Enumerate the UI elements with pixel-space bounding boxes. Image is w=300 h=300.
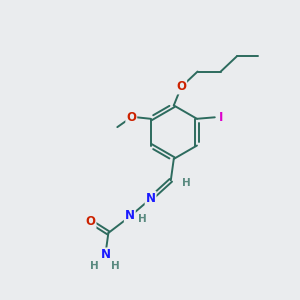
Text: N: N (146, 192, 156, 205)
Text: O: O (85, 215, 96, 228)
Text: H: H (182, 178, 190, 188)
Text: H: H (111, 261, 119, 271)
Text: I: I (219, 111, 224, 124)
Text: N: N (100, 248, 110, 261)
Text: O: O (176, 80, 186, 94)
Text: H: H (138, 214, 147, 224)
Text: N: N (125, 209, 135, 223)
Text: O: O (126, 111, 136, 124)
Text: H: H (90, 261, 98, 271)
